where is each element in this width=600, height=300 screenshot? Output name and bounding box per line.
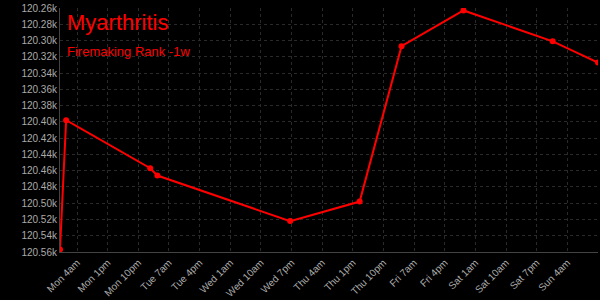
- svg-text:120.36k: 120.36k: [21, 84, 58, 95]
- svg-text:120.38k: 120.38k: [21, 100, 58, 111]
- svg-text:Wed 10am: Wed 10am: [224, 257, 266, 299]
- svg-text:Thu 1pm: Thu 1pm: [322, 257, 358, 293]
- svg-text:120.32k: 120.32k: [21, 51, 58, 62]
- svg-text:120.42k: 120.42k: [21, 133, 58, 144]
- svg-text:120.50k: 120.50k: [21, 198, 58, 209]
- svg-text:Wed 1am: Wed 1am: [197, 257, 235, 295]
- svg-text:Mon 4am: Mon 4am: [45, 257, 82, 294]
- svg-text:Sun 4am: Sun 4am: [536, 257, 572, 293]
- svg-text:Tue 7am: Tue 7am: [138, 257, 173, 292]
- svg-text:120.56k: 120.56k: [21, 247, 58, 258]
- svg-text:120.46k: 120.46k: [21, 165, 58, 176]
- svg-text:Thu 4am: Thu 4am: [291, 257, 327, 293]
- svg-text:Wed 7pm: Wed 7pm: [259, 257, 297, 295]
- svg-text:Myarthritis: Myarthritis: [67, 10, 168, 35]
- svg-text:Tue 4pm: Tue 4pm: [169, 257, 204, 292]
- svg-text:Mon 10pm: Mon 10pm: [102, 257, 143, 298]
- svg-text:Fri 4pm: Fri 4pm: [418, 257, 450, 289]
- svg-text:120.28k: 120.28k: [21, 19, 58, 30]
- svg-text:120.48k: 120.48k: [21, 181, 58, 192]
- svg-text:120.40k: 120.40k: [21, 116, 58, 127]
- svg-text:120.44k: 120.44k: [21, 149, 58, 160]
- svg-text:Firemaking Rank -1w: Firemaking Rank -1w: [67, 44, 190, 59]
- svg-text:120.26k: 120.26k: [21, 3, 58, 14]
- svg-text:Fri 7am: Fri 7am: [387, 257, 419, 289]
- svg-text:120.52k: 120.52k: [21, 214, 58, 225]
- svg-text:Sat 7pm: Sat 7pm: [508, 257, 542, 291]
- svg-text:Sat 10am: Sat 10am: [473, 257, 511, 295]
- svg-text:Mon 1pm: Mon 1pm: [75, 257, 112, 294]
- svg-text:120.34k: 120.34k: [21, 68, 58, 79]
- svg-text:Sat 1am: Sat 1am: [446, 257, 480, 291]
- svg-text:120.54k: 120.54k: [21, 230, 58, 241]
- svg-text:120.30k: 120.30k: [21, 35, 58, 46]
- svg-text:Thu 10pm: Thu 10pm: [349, 257, 389, 297]
